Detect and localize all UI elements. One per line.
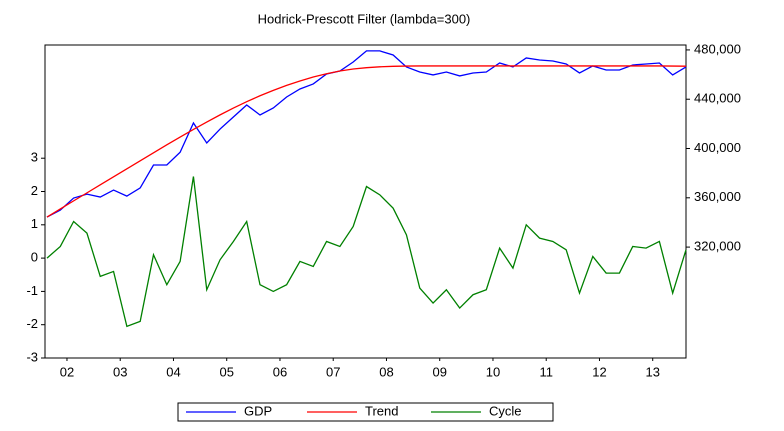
x-tick-label: 07 (326, 364, 340, 379)
x-tick-label: 11 (539, 364, 553, 379)
y2-tick-label: 400,000 (694, 140, 741, 155)
legend-box (177, 402, 554, 422)
x-tick-label: 06 (273, 364, 287, 379)
x-tick-label: 10 (486, 364, 500, 379)
x-tick-label: 13 (645, 364, 659, 379)
series-line (46, 65, 687, 218)
y-tick-label: -2 (26, 316, 38, 331)
y-tick-label: 1 (31, 216, 38, 231)
y-tick-label: 3 (31, 150, 38, 165)
series-line (46, 50, 687, 218)
legend-label: Trend (365, 403, 398, 418)
y-tick-label: -3 (26, 349, 38, 364)
x-tick-label: 02 (60, 364, 74, 379)
x-tick-label: 04 (166, 364, 180, 379)
series-line (46, 176, 687, 328)
x-tick-label: 08 (379, 364, 393, 379)
chart-title: Hodrick-Prescott Filter (lambda=300) (258, 11, 471, 26)
legend-label: Cycle (489, 403, 522, 418)
x-tick-label: 12 (592, 364, 606, 379)
y-tick-label: -1 (26, 283, 38, 298)
plot-frame (44, 44, 687, 359)
legend-label: GDP (244, 403, 272, 418)
x-tick-label: 09 (432, 364, 446, 379)
y-tick-label: 0 (31, 250, 38, 265)
x-tick-label: 03 (113, 364, 127, 379)
y2-tick-label: 480,000 (694, 41, 741, 56)
y-tick-label: 2 (31, 183, 38, 198)
y2-tick-label: 320,000 (694, 239, 741, 254)
x-tick-label: 05 (219, 364, 233, 379)
y2-tick-label: 360,000 (694, 189, 741, 204)
y2-tick-label: 440,000 (694, 91, 741, 106)
